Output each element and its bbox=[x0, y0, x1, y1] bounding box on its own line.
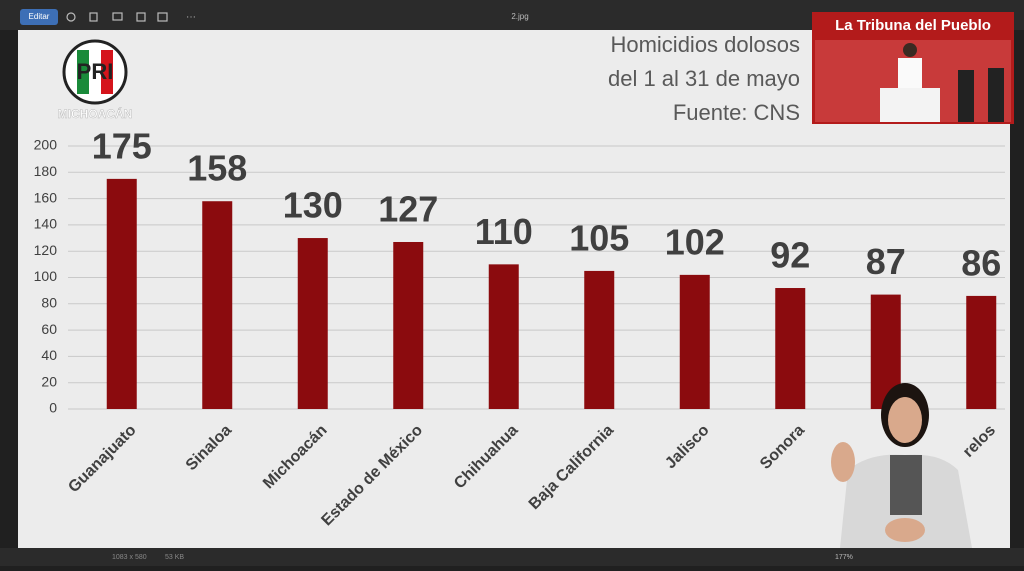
y-tick-label: 100 bbox=[34, 268, 58, 284]
y-tick-label: 120 bbox=[34, 242, 58, 258]
y-tick-label: 40 bbox=[41, 347, 57, 363]
toolbar-icons[interactable] bbox=[66, 12, 168, 22]
bar bbox=[202, 201, 233, 409]
y-tick-label: 160 bbox=[34, 189, 58, 205]
value-label: 175 bbox=[92, 125, 152, 166]
value-label: 92 bbox=[770, 235, 810, 276]
bar bbox=[393, 241, 424, 409]
value-label: 105 bbox=[569, 217, 629, 258]
chart-title: Homicidios dolosos bbox=[610, 32, 800, 57]
chart-title: del 1 al 31 de mayo bbox=[608, 66, 800, 91]
y-tick-label: 80 bbox=[41, 295, 57, 311]
logo-letters: PRI bbox=[77, 59, 114, 84]
bar bbox=[488, 264, 519, 409]
y-tick-label: 140 bbox=[34, 216, 58, 232]
value-label: 158 bbox=[187, 148, 247, 189]
more-icon[interactable]: ··· bbox=[186, 12, 196, 23]
logo-green bbox=[77, 50, 89, 94]
sign-interpreter bbox=[831, 383, 972, 548]
value-label: 110 bbox=[475, 211, 533, 252]
edit-button[interactable] bbox=[20, 9, 58, 25]
value-label: 102 bbox=[665, 221, 725, 262]
edit-label[interactable]: Editar bbox=[29, 12, 50, 21]
bar bbox=[679, 274, 710, 409]
chart-title: Fuente: CNS bbox=[673, 100, 800, 125]
speaker-body bbox=[898, 58, 922, 88]
bar bbox=[297, 238, 328, 409]
logo-caption: MICHOACÁN bbox=[58, 106, 133, 121]
y-tick-label: 60 bbox=[41, 321, 57, 337]
podium bbox=[880, 88, 940, 122]
status-bar bbox=[0, 548, 1024, 566]
value-label: 86 bbox=[961, 242, 1001, 283]
y-tick-label: 180 bbox=[34, 163, 58, 179]
bar bbox=[966, 295, 997, 409]
bar bbox=[106, 178, 137, 409]
speaker bbox=[903, 43, 917, 57]
person bbox=[988, 68, 1004, 122]
file-size: 53 KB bbox=[165, 554, 184, 561]
inset-title: La Tribuna del Pueblo bbox=[835, 17, 991, 34]
y-tick-label: 200 bbox=[34, 137, 58, 153]
image-dimensions: 1083 x 580 bbox=[112, 554, 147, 561]
bar bbox=[584, 270, 615, 409]
y-tick-label: 0 bbox=[49, 400, 57, 416]
value-label: 130 bbox=[283, 185, 343, 226]
logo-red bbox=[101, 50, 113, 94]
filename: 2.jpg bbox=[511, 12, 528, 21]
value-label: 127 bbox=[378, 189, 438, 230]
bar bbox=[775, 288, 806, 409]
value-label: 87 bbox=[866, 241, 906, 282]
person bbox=[958, 70, 974, 122]
zoom-level[interactable]: 177% bbox=[835, 554, 853, 561]
y-tick-label: 20 bbox=[41, 373, 57, 389]
